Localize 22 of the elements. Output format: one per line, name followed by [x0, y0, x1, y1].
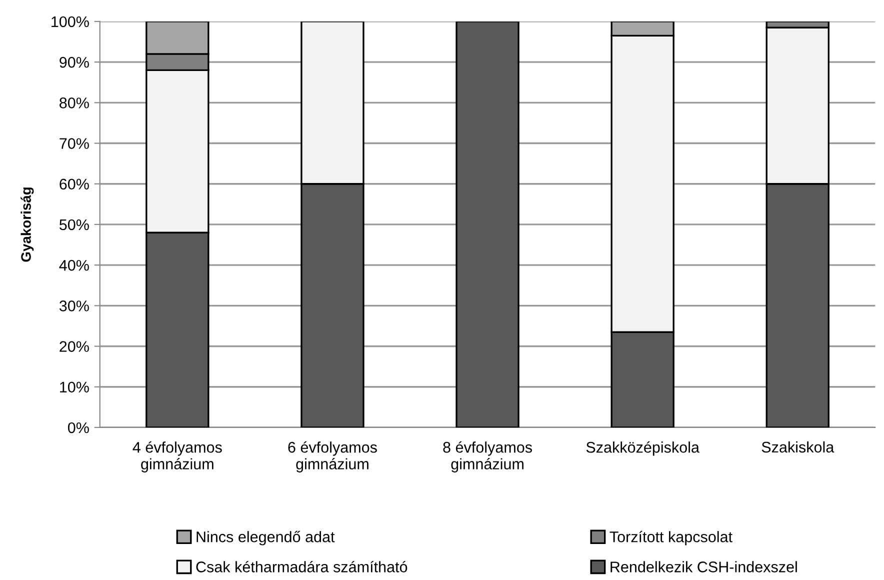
y-tick-label: 0%: [68, 422, 89, 434]
y-tick-label: 30%: [59, 300, 89, 312]
y-tick-label: 40%: [59, 260, 89, 271]
legend-label: Torzított kapcsolat: [610, 530, 732, 546]
x-tick-label: Szakközépiskola: [586, 441, 700, 456]
legend-label: Csak kétharmadára számítható: [196, 560, 408, 572]
x-tick-label: 8 évfolyamos gimnázium: [443, 441, 532, 472]
x-tick-label: 6 évfolyamos gimnázium: [288, 441, 377, 472]
x-tick-label: Szakiskola: [762, 441, 834, 453]
y-tick-label: 100%: [52, 16, 89, 28]
y-tick-label: 90%: [60, 56, 89, 68]
legend-label: Nincs elegendő adat: [196, 530, 335, 546]
y-tick-label: 50%: [60, 219, 89, 230]
y-axis-title: Gyakoriság: [20, 188, 34, 262]
y-tick-label: 20%: [60, 341, 89, 352]
bar: [456, 21, 520, 428]
y-tick-label: 70%: [60, 138, 89, 149]
y-tick-label: 10%: [60, 382, 89, 393]
x-tick-label: 4 évfolyamos gimnázium: [132, 441, 222, 472]
y-tick-label: 60%: [60, 178, 89, 190]
y-tick-label: 80%: [60, 98, 89, 108]
legend-label: Rendelkezik CSH-indexszel: [610, 561, 797, 572]
